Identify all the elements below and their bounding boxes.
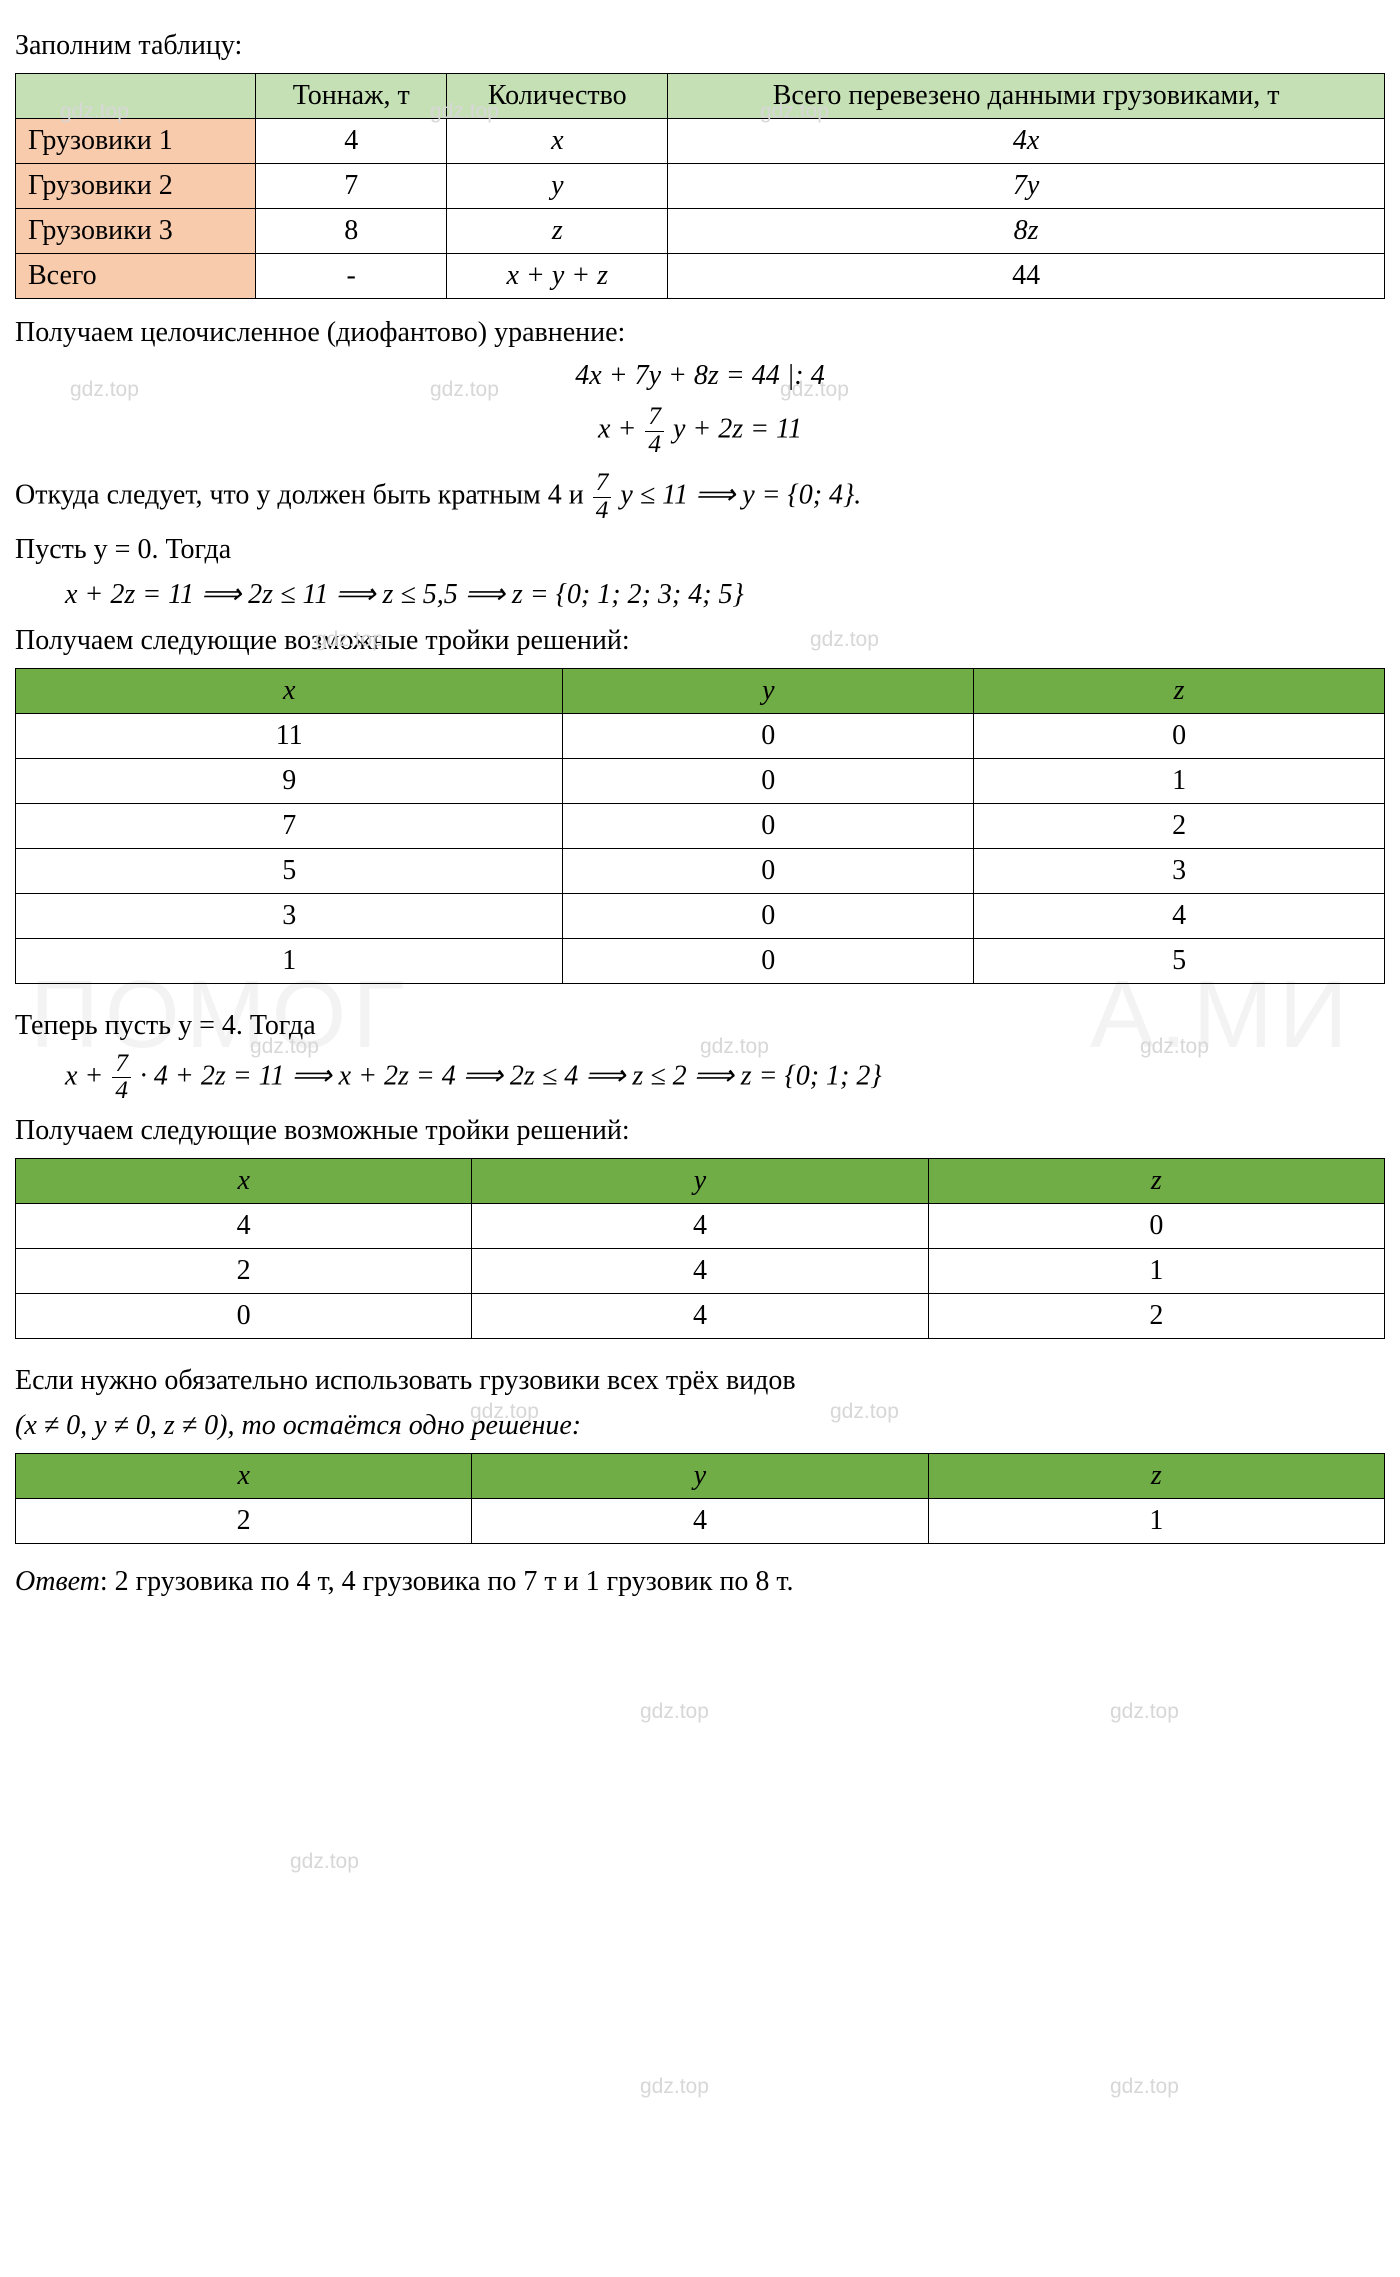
t3-r2-c0: 0 (16, 1294, 472, 1339)
eq2-pre: x + (598, 414, 643, 445)
t2-r1-c0: 9 (16, 758, 563, 803)
t2-r2-c0: 7 (16, 803, 563, 848)
watermark-small: gdz.top (290, 1850, 359, 1874)
line-constraint2: (x ≠ 0, y ≠ 0, z ≠ 0), то остаётся одно … (15, 1406, 1385, 1445)
watermark-small: gdz.top (1110, 2075, 1179, 2099)
table1-h3: Всего перевезено данными грузовиками, т (668, 74, 1385, 119)
line-triples2: Получаем следующие возможные тройки реше… (15, 1111, 1385, 1150)
t3-h2: z (928, 1159, 1384, 1204)
t2-h0: x (16, 668, 563, 713)
t2-r3-c2: 3 (974, 848, 1385, 893)
t1-r0-c0: Грузовики 1 (16, 119, 256, 164)
t4-h0: x (16, 1454, 472, 1499)
equation-2: x + 74 y + 2z = 11 (15, 404, 1385, 458)
watermark-small: gdz.top (640, 1700, 709, 1724)
t4-r0-c2: 1 (928, 1499, 1384, 1544)
t3-r0-c0: 4 (16, 1204, 472, 1249)
line-y4: Теперь пусть y = 4. Тогда (15, 1006, 1385, 1045)
t2-r4-c0: 3 (16, 893, 563, 938)
watermark-small: gdz.top (1110, 1700, 1179, 1724)
t3-r1-c2: 1 (928, 1249, 1384, 1294)
ly-post: y ≤ 11 ⟹ y = {0; 4}. (613, 480, 861, 511)
t3-r1-c1: 4 (472, 1249, 928, 1294)
eq-intro: Получаем целочисленное (диофантово) урав… (15, 313, 1385, 352)
t2-h2: z (974, 668, 1385, 713)
ly-pre: Откуда следует, что y должен быть кратны… (15, 480, 591, 511)
t2-r0-c0: 11 (16, 713, 563, 758)
intro-text: Заполним таблицу: (15, 26, 1385, 65)
t1-r0-c2: x (447, 119, 668, 164)
t1-r1-c1: 7 (256, 164, 447, 209)
answer-label: Ответ (15, 1566, 100, 1597)
eq2-post: y + 2z = 11 (666, 414, 802, 445)
t1-r1-c2: y (447, 164, 668, 209)
table-final-solution: x y z 241 (15, 1453, 1385, 1544)
t2-r5-c1: 0 (563, 938, 974, 983)
ly-num: 7 (593, 470, 612, 497)
t1-r2-c0: Грузовики 3 (16, 209, 256, 254)
line-y0: Пусть y = 0. Тогда (15, 530, 1385, 569)
t1-r3-c0: Всего (16, 254, 256, 299)
t4-r0-c0: 2 (16, 1499, 472, 1544)
t1-r3-c3: 44 (668, 254, 1385, 299)
t4-h2: z (928, 1454, 1384, 1499)
line-y-constraint: Откуда следует, что y должен быть кратны… (15, 470, 1385, 524)
t1-r2-c2: z (447, 209, 668, 254)
t2-r2-c1: 0 (563, 803, 974, 848)
t1-r2-c1: 8 (256, 209, 447, 254)
answer-text: : 2 грузовика по 4 т, 4 грузовика по 7 т… (100, 1566, 794, 1597)
t3-r0-c2: 0 (928, 1204, 1384, 1249)
t4-h1: y (472, 1454, 928, 1499)
t2-r4-c1: 0 (563, 893, 974, 938)
table1-h0 (16, 74, 256, 119)
t2-r5-c0: 1 (16, 938, 563, 983)
t1-r0-c3: 4x (668, 119, 1385, 164)
table-trucks: Тоннаж, т Количество Всего перевезено да… (15, 73, 1385, 299)
watermark-small: gdz.top (640, 2075, 709, 2099)
t3-h1: y (472, 1159, 928, 1204)
eq-y0: x + 2z = 11 ⟹ 2z ≤ 11 ⟹ z ≤ 5,5 ⟹ z = {0… (15, 575, 1385, 614)
equation-1: 4x + 7y + 8z = 44 |: 4 (15, 360, 1385, 392)
t2-r0-c2: 0 (974, 713, 1385, 758)
t2-r2-c2: 2 (974, 803, 1385, 848)
t2-r3-c0: 5 (16, 848, 563, 893)
t1-r1-c3: 7y (668, 164, 1385, 209)
t3-r0-c1: 4 (472, 1204, 928, 1249)
table1-h2: Количество (447, 74, 668, 119)
table1-h1: Тоннаж, т (256, 74, 447, 119)
t1-r1-c0: Грузовики 2 (16, 164, 256, 209)
t1-r0-c1: 4 (256, 119, 447, 164)
t3-r2-c2: 2 (928, 1294, 1384, 1339)
eqy4-den: 4 (112, 1078, 131, 1104)
ly-den: 4 (593, 498, 612, 524)
t1-r3-c2: x + y + z (447, 254, 668, 299)
t2-r1-c1: 0 (563, 758, 974, 803)
eqy4-num: 7 (112, 1051, 131, 1078)
t4-r0-c1: 4 (472, 1499, 928, 1544)
t1-r2-c3: 8z (668, 209, 1385, 254)
t1-r3-c1: - (256, 254, 447, 299)
table-solutions-y4: x y z 440 241 042 (15, 1158, 1385, 1339)
eqy4-post: · 4 + 2z = 11 ⟹ x + 2z = 4 ⟹ 2z ≤ 4 ⟹ z … (133, 1060, 882, 1091)
t3-h0: x (16, 1159, 472, 1204)
t2-r4-c2: 4 (974, 893, 1385, 938)
eq2-den: 4 (645, 432, 664, 458)
t2-r1-c2: 1 (974, 758, 1385, 803)
answer-line: Ответ: 2 грузовика по 4 т, 4 грузовика п… (15, 1562, 1385, 1601)
eq2-num: 7 (645, 404, 664, 431)
eqy4-pre: x + (65, 1060, 110, 1091)
t2-r5-c2: 5 (974, 938, 1385, 983)
line-triples1: Получаем следующие возможные тройки реше… (15, 621, 1385, 660)
t3-r1-c0: 2 (16, 1249, 472, 1294)
t2-r0-c1: 0 (563, 713, 974, 758)
eq-y4: x + 74 · 4 + 2z = 11 ⟹ x + 2z = 4 ⟹ 2z ≤… (15, 1051, 1385, 1105)
t3-r2-c1: 4 (472, 1294, 928, 1339)
t2-r3-c1: 0 (563, 848, 974, 893)
line-constraint1: Если нужно обязательно использовать груз… (15, 1361, 1385, 1400)
table-solutions-y0: x y z 1100 901 702 503 304 105 (15, 668, 1385, 984)
t2-h1: y (563, 668, 974, 713)
